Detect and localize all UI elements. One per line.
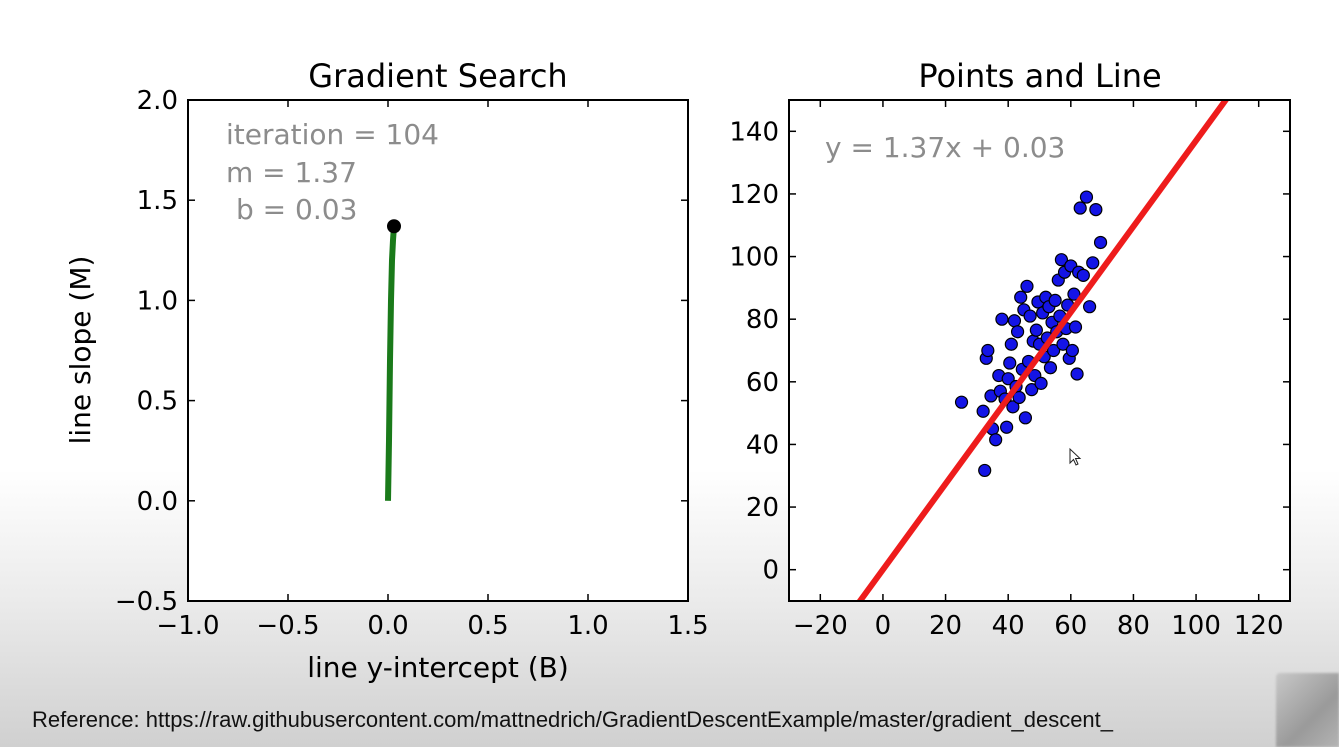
y-tick-label: 0.0 [137, 487, 178, 517]
annotations: iteration = 104 m = 1.37 b = 0.03 [226, 118, 439, 226]
x-tick-label: 0 [875, 611, 892, 641]
x-tick-label: 1.0 [567, 611, 608, 641]
points-and-line-chart: Points and Line −20 0 20 40 60 80 100 120 0 20 40 6… [729, 57, 1291, 641]
annotation-text: iteration = 104 [226, 118, 439, 151]
gradient-search-chart: Gradient Search −1.0 −0.5 0.0 0.5 1.0 1.5−0.5… [64, 57, 709, 684]
chart-title: Gradient Search [308, 57, 567, 95]
data-point [1054, 253, 1069, 267]
data-point [1086, 256, 1100, 270]
data-point [1007, 314, 1022, 328]
current-point [387, 219, 401, 234]
x-tick-label: −1.0 [156, 611, 219, 641]
axis-ticks: −1.0 −0.5 0.0 0.5 1.0 1.5−0.50.00.51.01.52.0 [115, 86, 709, 641]
data-point [1000, 420, 1014, 434]
data-point [1067, 287, 1081, 301]
data-point [1006, 400, 1020, 414]
data-point [1018, 411, 1033, 425]
annotations: y = 1.37x + 0.03 [825, 131, 1065, 164]
data-point [954, 395, 969, 409]
axis-ticks: −20 0 20 40 60 80 100 120 0 20 40 60 80 100 120 140 [729, 100, 1290, 641]
y-tick-label: 100 [729, 243, 779, 273]
data-point [1068, 320, 1083, 334]
x-axis-label: line y-intercept (B) [307, 651, 569, 684]
y-tick-label: 2.0 [137, 86, 178, 116]
data-point [995, 312, 1009, 326]
chart-title: Points and Line [918, 57, 1161, 95]
data-point [1089, 202, 1103, 217]
cursor-icon [1069, 447, 1082, 466]
y-axis-label: line slope (M) [64, 256, 97, 445]
plot-marks [856, 100, 1230, 601]
x-tick-label: 60 [1054, 611, 1087, 641]
y-tick-label: 1.5 [137, 186, 178, 216]
data-point [1048, 293, 1062, 307]
y-tick-label: 1.0 [137, 286, 178, 316]
y-tick-label: −0.5 [115, 587, 178, 617]
data-point [1012, 390, 1026, 405]
y-tick-label: 80 [746, 305, 779, 335]
annotation-text: b = 0.03 [236, 193, 357, 226]
y-tick-label: 40 [746, 430, 779, 460]
x-tick-label: 20 [929, 611, 962, 641]
data-point [1010, 325, 1025, 339]
data-point [1029, 323, 1043, 337]
data-point [1056, 337, 1070, 351]
y-tick-label: 0.5 [137, 387, 178, 417]
annotation-text: y = 1.37x + 0.03 [825, 131, 1065, 164]
y-tick-label: 20 [746, 493, 779, 523]
plot-area [187, 99, 689, 602]
data-point [978, 463, 992, 478]
x-tick-label: 120 [1234, 611, 1284, 641]
plot-marks [385, 219, 401, 501]
data-point [1043, 361, 1058, 375]
data-point [989, 433, 1003, 447]
search-path-line [385, 226, 397, 501]
y-tick-label: 60 [746, 368, 779, 398]
data-point [1034, 376, 1048, 390]
plot-frame [788, 99, 1291, 602]
reference-caption: Reference: https://raw.githubusercontent… [32, 707, 1114, 732]
data-point [1070, 367, 1084, 381]
data-point [1014, 290, 1028, 304]
data-point [1082, 300, 1097, 314]
data-point [1020, 279, 1034, 293]
data-point [1003, 356, 1017, 370]
y-tick-label: 120 [729, 180, 779, 210]
clipped-marks [856, 100, 1230, 601]
x-tick-label: 1.5 [667, 611, 708, 641]
y-tick-label: 140 [729, 117, 779, 147]
y-tick-label: 0 [762, 556, 779, 586]
data-point [981, 343, 995, 358]
data-point [1023, 309, 1037, 323]
video-thumbnail-overlay [1276, 673, 1339, 747]
x-tick-label: 40 [992, 611, 1025, 641]
x-tick-label: 0.5 [467, 611, 508, 641]
data-point [1079, 190, 1094, 204]
x-tick-label: −0.5 [256, 611, 319, 641]
data-point [1001, 372, 1015, 386]
annotation-text: m = 1.37 [226, 156, 357, 189]
data-point [1025, 383, 1039, 397]
figure: Gradient Search −1.0 −0.5 0.0 0.5 1.0 1.5−0.5… [64, 57, 1291, 684]
data-point [1046, 343, 1061, 358]
x-tick-label: 100 [1171, 611, 1221, 641]
data-point [1073, 201, 1087, 215]
data-point [976, 404, 990, 418]
data-point [1076, 268, 1090, 282]
x-tick-label: 0.0 [367, 611, 408, 641]
data-point [1093, 235, 1108, 250]
regression-line [856, 100, 1230, 601]
data-point [1004, 337, 1018, 351]
x-tick-label: 80 [1117, 611, 1150, 641]
x-tick-label: −20 [793, 611, 848, 641]
data-point [1065, 343, 1079, 358]
